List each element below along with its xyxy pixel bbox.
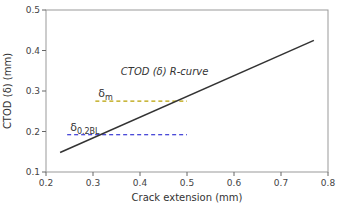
chart: 0.20.30.40.50.60.70.80.10.20.30.40.5Crac…: [0, 0, 340, 206]
y-tick: [42, 50, 46, 51]
x-tick: [328, 172, 329, 176]
y-axis-label: CTOD (δ) (mm): [2, 53, 13, 129]
x-axis-label: Crack extension (mm): [132, 192, 243, 203]
x-tick-label: 0.8: [321, 178, 336, 188]
x-tick: [93, 172, 94, 176]
x-tick: [187, 172, 188, 176]
y-tick: [42, 91, 46, 92]
plot-marks: [60, 40, 314, 152]
x-tick-label: 0.4: [133, 178, 148, 188]
x-tick: [234, 172, 235, 176]
reference-line-label: δm: [98, 87, 113, 102]
x-tick-label: 0.3: [86, 178, 100, 188]
series-label: CTOD (δ) R-curve: [121, 66, 209, 77]
reference-line-label: δ0.2BL: [70, 121, 100, 136]
label-subscript: 0.2BL: [77, 127, 100, 136]
x-tick-label: 0.7: [274, 178, 288, 188]
x-tick-label: 0.2: [39, 178, 53, 188]
y-tick-label: 0.1: [26, 167, 40, 177]
x-tick: [140, 172, 141, 176]
plot-frame: [46, 10, 328, 172]
x-tick: [281, 172, 282, 176]
y-tick-label: 0.4: [26, 46, 41, 56]
y-tick: [42, 10, 46, 11]
y-tick-label: 0.5: [26, 5, 40, 15]
x-tick-label: 0.6: [227, 178, 242, 188]
y-tick: [42, 172, 46, 173]
x-tick-label: 0.5: [180, 178, 194, 188]
label-subscript: m: [105, 93, 113, 102]
y-tick-label: 0.2: [26, 127, 40, 137]
y-tick: [42, 131, 46, 132]
series-line: [60, 40, 314, 152]
y-tick-label: 0.3: [26, 86, 40, 96]
x-tick: [46, 172, 47, 176]
